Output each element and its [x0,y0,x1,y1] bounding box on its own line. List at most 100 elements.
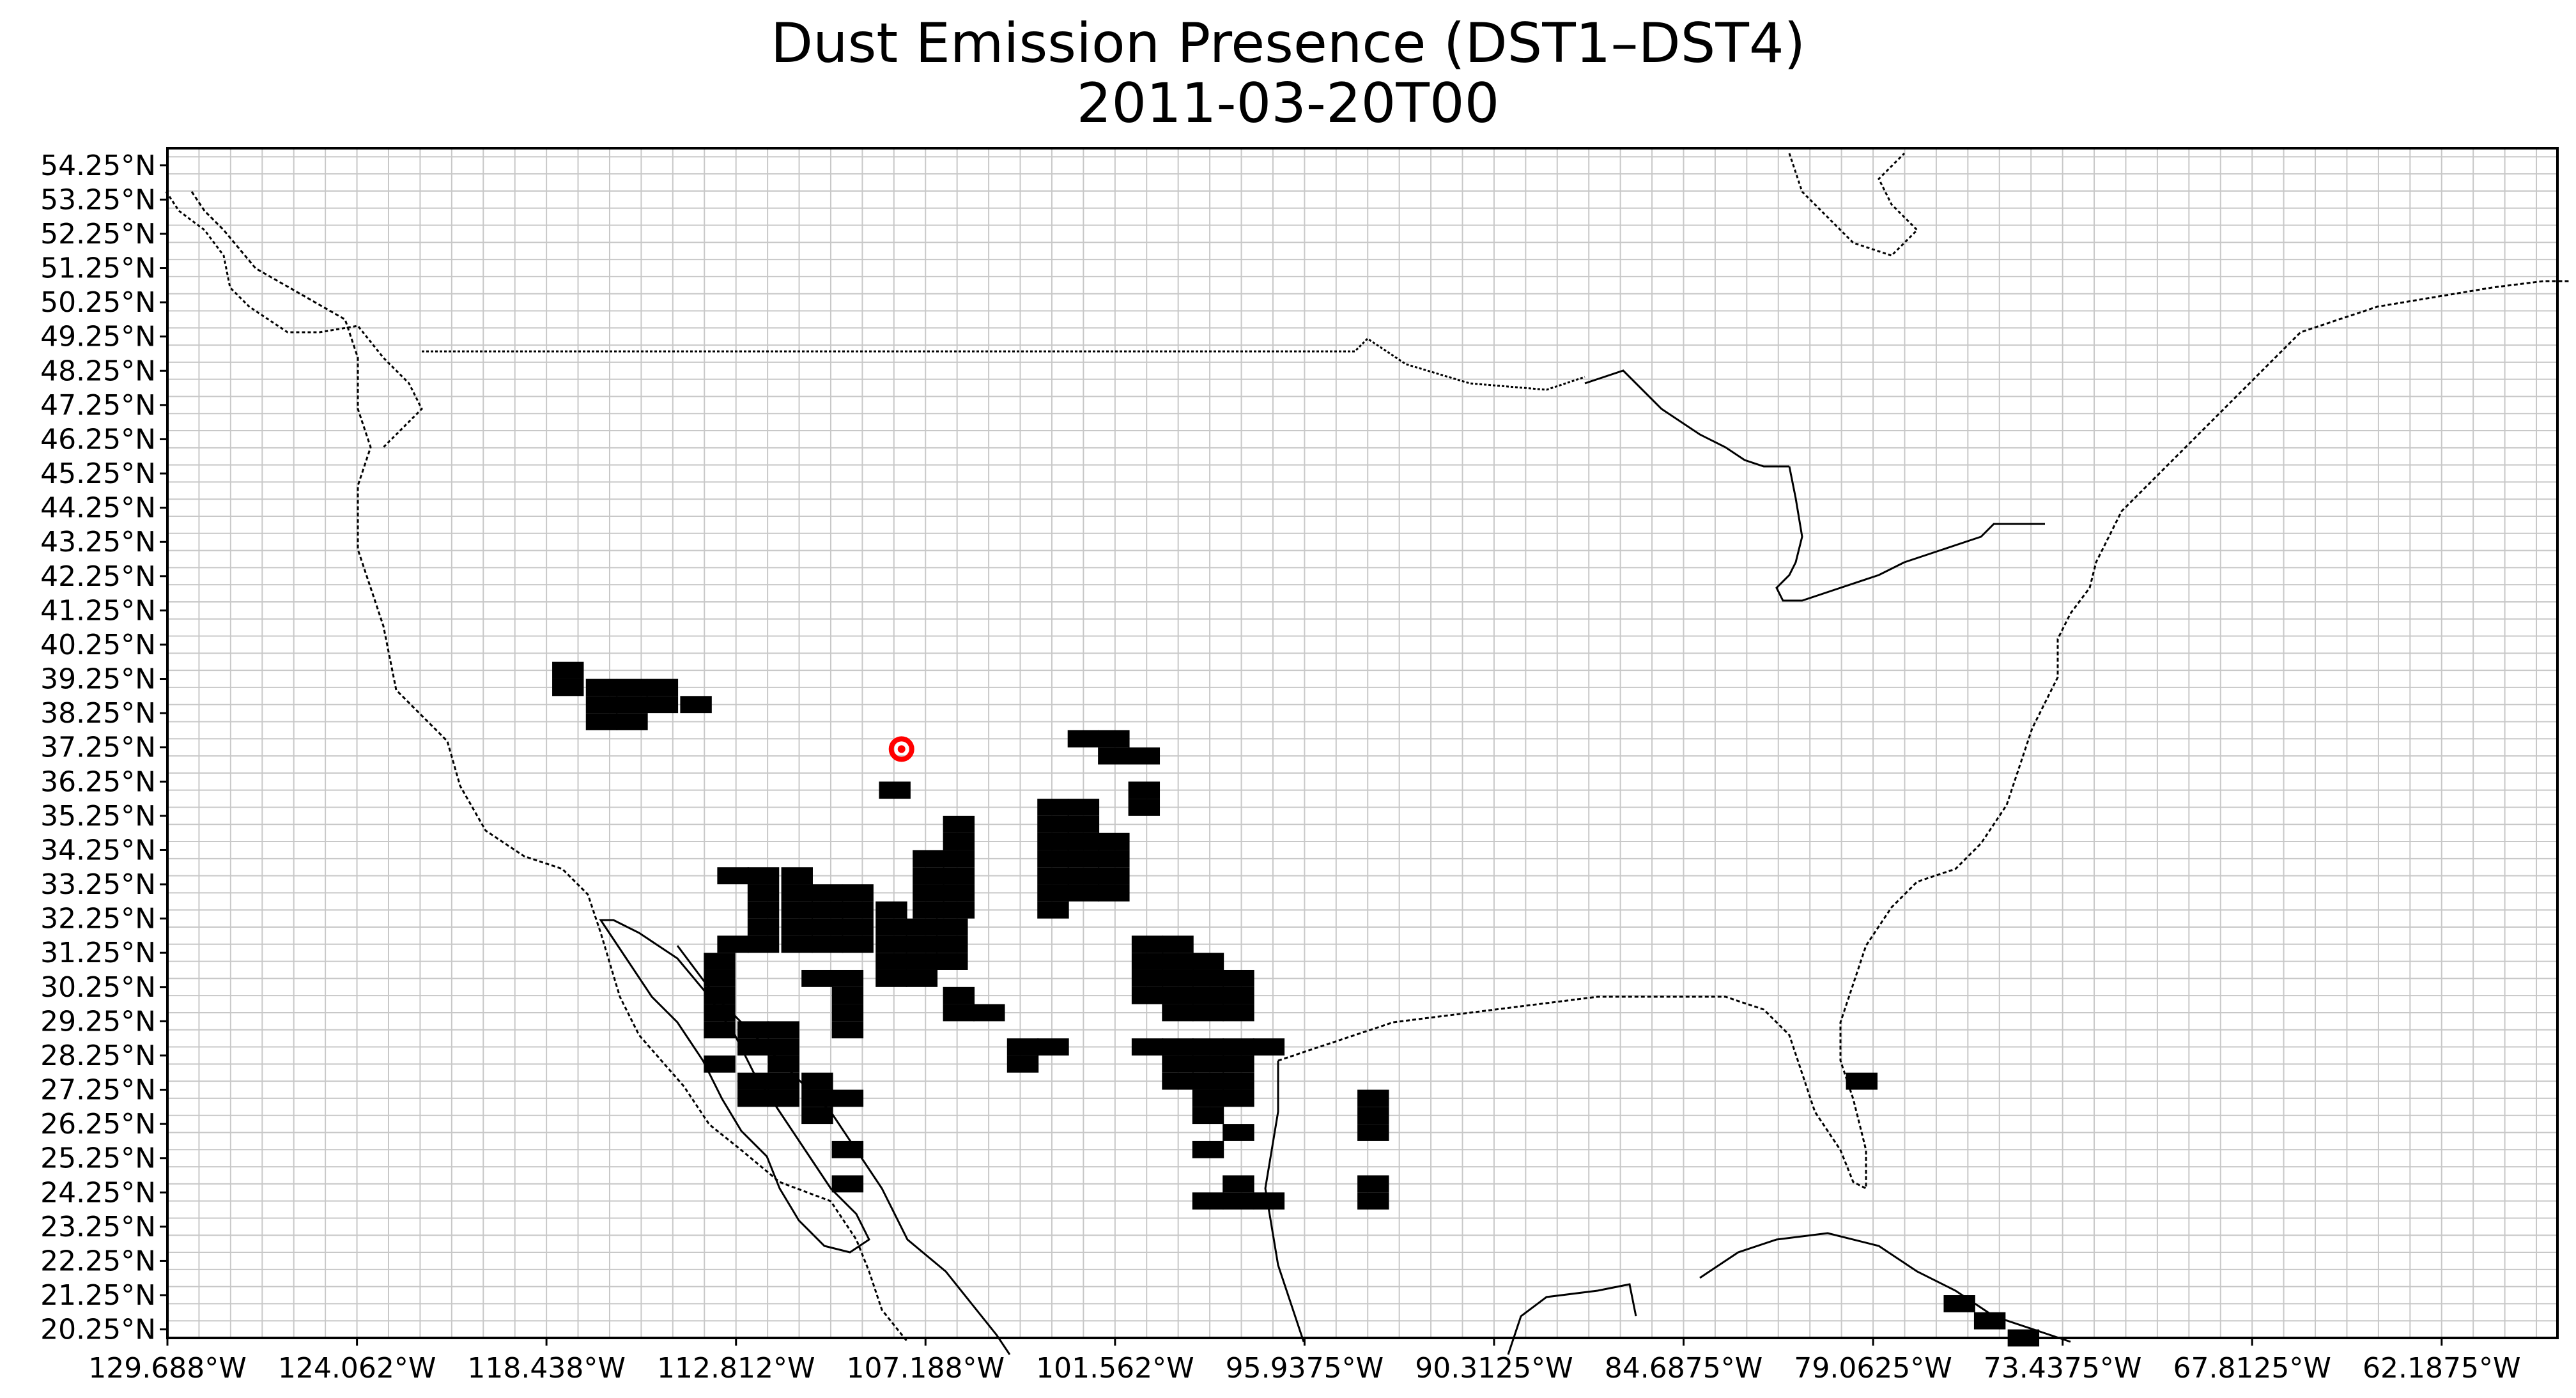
dust-cell [1162,969,1194,987]
coastline-baja [599,919,870,1254]
y-tick-label: 24.25°N [40,1176,156,1209]
dust-cell [943,833,975,850]
dust-cell [943,884,975,902]
dust-cell [781,867,813,885]
dust-cell [747,918,780,936]
dust-cell [1067,799,1100,816]
x-tick-label: 67.8125°W [2173,1352,2331,1385]
map-title: Dust Emission Presence (DST1–DST4) [770,12,1806,75]
x-tick-label: 112.812°W [657,1352,815,1385]
dust-cell [1192,969,1224,987]
coastline-pacific [190,191,909,1342]
dust-cell [704,953,736,970]
y-tick-label: 21.25°N [40,1279,156,1312]
coastlines [165,152,2569,1355]
dust-cell [1222,1072,1254,1090]
y-tick-label: 54.25°N [40,150,156,182]
x-tick-label: 84.6875°W [1605,1352,1762,1385]
hudson-coast [1788,152,1919,257]
dust-cell [812,935,844,953]
y-tick-label: 22.25°N [40,1245,156,1277]
dust-cell [1128,747,1161,765]
y-tick-label: 40.25°N [40,629,156,661]
dust-cell [1192,1141,1224,1158]
dust-cell [906,935,938,953]
dust-cell [913,850,945,868]
dust-cell [1131,1038,1164,1056]
dust-cell [875,953,907,970]
dust-cell [1128,799,1161,816]
dust-cell [1037,850,1069,868]
great-lakes [1775,466,1905,602]
dust-cell [1162,1004,1194,1022]
dust-cell [1222,1192,1254,1210]
dust-cell [1357,1124,1389,1141]
dust-cell [812,884,844,902]
dust-cell [875,969,907,987]
y-tick-label: 34.25°N [40,834,156,866]
map-subtitle: 2011-03-20T00 [1076,72,1500,135]
dust-cell [812,918,844,936]
dust-cell [781,901,813,919]
dust-cell [943,901,975,919]
dust-cell [717,935,749,953]
y-tick-label: 23.25°N [40,1211,156,1243]
dust-cell [943,867,975,885]
y-tick-label: 25.25°N [40,1142,156,1175]
x-tick-label: 79.0625°W [1794,1352,1952,1385]
dust-cell [1037,884,1069,902]
dust-cell [1162,1055,1194,1073]
y-tick-label: 39.25°N [40,663,156,696]
dust-cell [767,1038,799,1056]
dust-cell [943,850,975,868]
x-tick-label: 73.4375°W [1984,1352,2141,1385]
dust-cell [1253,1038,1285,1056]
dust-cell [1098,850,1130,868]
dust-cell [1973,1312,2006,1330]
plot-frame [166,147,2559,1339]
dust-cell [1067,833,1100,850]
dust-cell [767,1021,799,1039]
dust-cell [1067,867,1100,885]
dust-cell [875,918,907,936]
dust-cell [1131,987,1164,1004]
dust-cell [704,969,736,987]
y-tick-label: 53.25°N [40,183,156,216]
dust-cell [1192,987,1224,1004]
dust-cell [812,901,844,919]
dust-cell [831,1004,864,1022]
x-tick-label: 124.062°W [278,1352,436,1385]
coastline-cuba [1699,1232,2071,1343]
y-tick-label: 46.25°N [40,423,156,456]
dust-cell [879,781,911,799]
dust-cell [737,1089,769,1107]
dust-cell [585,713,618,730]
dust-cell [1037,833,1069,850]
x-tick-label: 95.9375°W [1226,1352,1384,1385]
dust-cell [1006,1038,1039,1056]
dust-cell [1192,1072,1224,1090]
dust-cell [1037,1038,1069,1056]
dust-cell [842,884,874,902]
dust-cell [1222,987,1254,1004]
dust-cell [781,918,813,936]
dust-cell [1192,953,1224,970]
dust-cell [1192,1089,1224,1107]
dust-cell [943,1004,975,1022]
y-tick-label: 44.25°N [40,492,156,525]
dust-cell [767,1089,799,1107]
dust-cell [747,901,780,919]
dust-cell [1162,1038,1194,1056]
coastline-canada-west [165,191,423,449]
dust-cell [1357,1107,1389,1125]
coastline-gulf [1264,1061,1305,1342]
dust-cell [781,884,813,902]
dust-cell [943,815,975,833]
x-tick-label: 90.3125°W [1415,1352,1573,1385]
dust-cell [1357,1175,1389,1193]
dust-cell [936,935,968,953]
dust-cell [906,918,938,936]
dust-cell [842,918,874,936]
y-tick-label: 35.25°N [40,800,156,833]
dust-cell [1192,1055,1224,1073]
